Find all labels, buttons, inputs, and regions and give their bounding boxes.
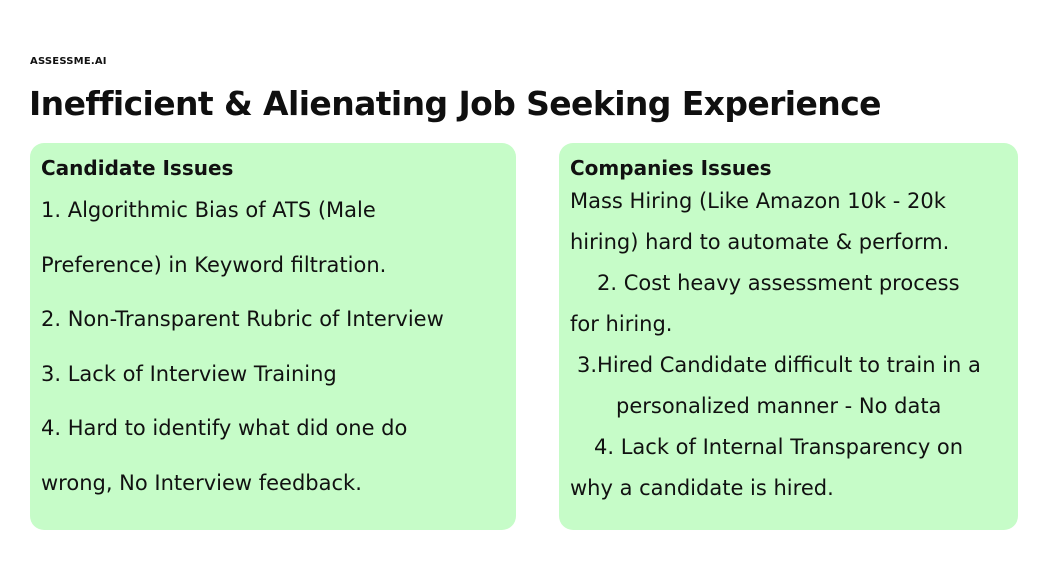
company-issue-line: 4. Lack of Internal Transparency on xyxy=(594,435,964,459)
company-issue-line: for hiring. xyxy=(570,312,673,336)
company-issue-line: 2. Cost heavy assessment process xyxy=(597,271,960,295)
companies-issues-card: Companies Issues Mass Hiring (Like Amazo… xyxy=(559,143,1018,530)
candidate-issue-line: wrong, No Interview feedback. xyxy=(41,470,362,495)
company-issue-line: Mass Hiring (Like Amazon 10k - 20k xyxy=(570,189,946,213)
candidate-issue-line: 4. Hard to identify what did one do xyxy=(41,416,408,440)
candidate-issue-line: 1. Algorithmic Bias of ATS (Male xyxy=(41,198,376,222)
companies-issues-list: Mass Hiring (Like Amazon 10k - 20k hirin… xyxy=(570,181,1007,509)
candidate-issues-card: Candidate Issues 1. Algorithmic Bias of … xyxy=(30,143,516,530)
candidate-issue-line: Preference) in Keyword filtration. xyxy=(41,252,387,277)
candidate-issue-line: 2. Non-Transparent Rubric of Interview xyxy=(41,307,444,331)
company-issue-line: 3.Hired Candidate difficult to train in … xyxy=(577,353,981,377)
company-issue-line: why a candidate is hired. xyxy=(570,476,834,500)
candidate-issues-list: 1. Algorithmic Bias of ATS (Male Prefere… xyxy=(41,183,505,510)
company-issue-line: hiring) hard to automate & perform. xyxy=(570,230,950,254)
brand-label: ASSESSME.AI xyxy=(30,56,107,67)
slide-title: Inefficient & Alienating Job Seeking Exp… xyxy=(29,84,882,123)
company-issue-line: personalized manner - No data xyxy=(616,394,942,418)
companies-issues-heading: Companies Issues xyxy=(570,156,772,180)
candidate-issues-heading: Candidate Issues xyxy=(41,156,234,180)
candidate-issue-line: 3. Lack of Interview Training xyxy=(41,361,337,386)
